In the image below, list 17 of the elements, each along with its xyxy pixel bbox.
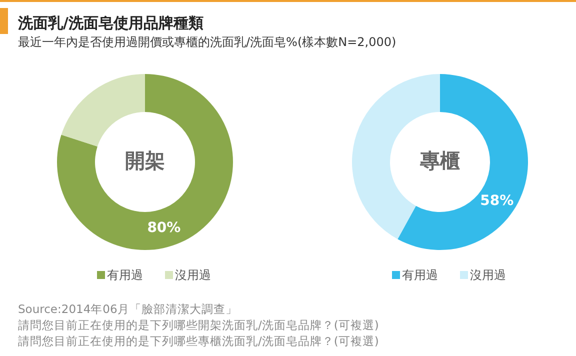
donut-slice [352,74,440,240]
text: 專櫃 [419,148,460,172]
legend-label: 有用過 [402,268,438,282]
text: 請問您目前正在使用的是下列哪些專櫃洗面乳/洗面皂品牌？(可複選) [18,334,379,348]
data-label: 58% [480,192,514,209]
donut-slice [398,74,528,250]
legend-label: 沒用過 [470,268,506,282]
text: 請問您目前正在使用的是下列哪些開架洗面乳/洗面皂品牌？(可複選) [18,318,379,332]
source-note: Source:2014年06月「臉部清潔大調查」 [18,302,238,316]
legend-label: 有用過 [107,268,143,282]
donut-slice [57,74,233,250]
donut-slice [61,74,145,147]
text: 開架 [125,148,165,172]
chart-title: 洗面乳/洗面皂使用品牌種類 [17,14,204,32]
legend-label: 沒用過 [175,268,211,282]
data-label: 80% [147,220,181,236]
chart-subtitle: 最近一年內是否使用過開價或專櫃的洗面乳/洗面皂%(樣本數N=2,000) [18,35,396,49]
